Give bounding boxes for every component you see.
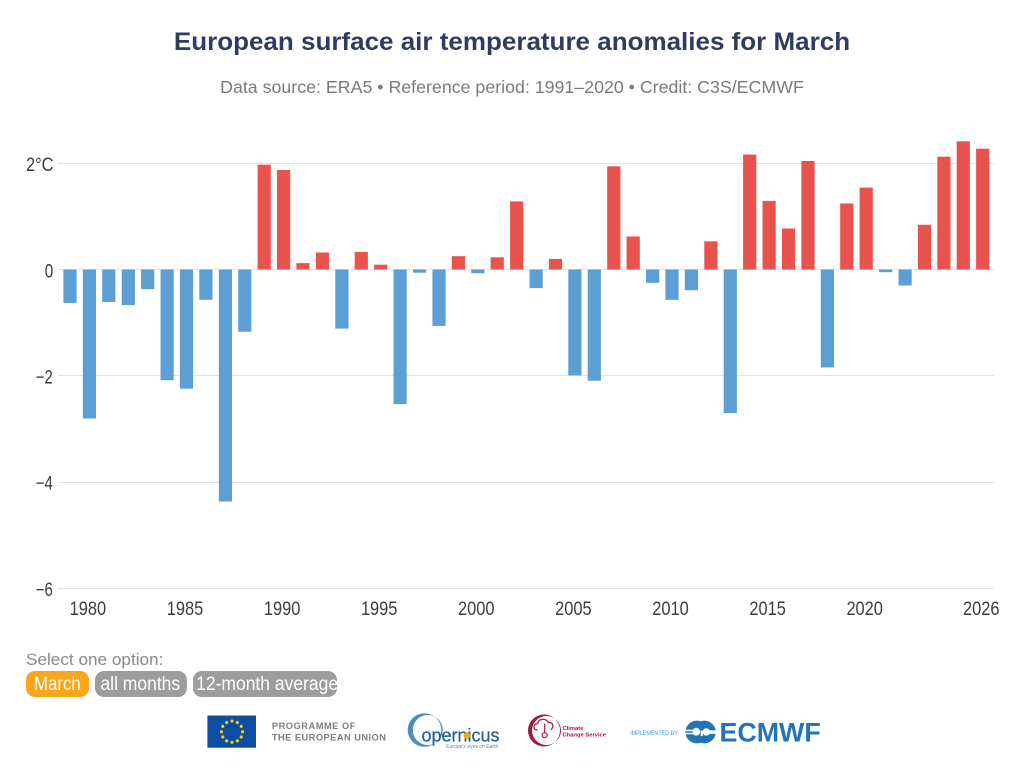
svg-text:−2: −2 [36, 366, 53, 388]
svg-text:−6: −6 [36, 579, 53, 601]
svg-text:1985: 1985 [167, 598, 204, 620]
svg-text:Change Service: Change Service [563, 733, 607, 739]
svg-text:opernicus: opernicus [422, 725, 500, 745]
svg-text:THE EUROPEAN UNION: THE EUROPEAN UNION [272, 733, 387, 743]
svg-text:Climate: Climate [563, 726, 585, 732]
svg-text:2000: 2000 [458, 598, 495, 620]
svg-text:1990: 1990 [264, 598, 301, 620]
svg-text:2010: 2010 [652, 598, 689, 620]
svg-text:2020: 2020 [846, 598, 883, 620]
svg-text:1980: 1980 [70, 598, 107, 620]
svg-text:1995: 1995 [361, 598, 398, 620]
svg-text:2015: 2015 [749, 598, 786, 620]
svg-text:2°C: 2°C [26, 154, 54, 176]
svg-text:Europe's eyes on Earth: Europe's eyes on Earth [446, 744, 498, 750]
svg-text:2005: 2005 [555, 598, 592, 620]
svg-text:−4: −4 [36, 473, 53, 495]
svg-text:PROGRAMME OF: PROGRAMME OF [272, 721, 356, 731]
svg-text:2026: 2026 [963, 598, 1000, 620]
svg-text:IMPLEMENTED BY: IMPLEMENTED BY [630, 730, 678, 737]
svg-text:ECMWF: ECMWF [720, 717, 821, 747]
svg-text:0: 0 [45, 260, 54, 282]
